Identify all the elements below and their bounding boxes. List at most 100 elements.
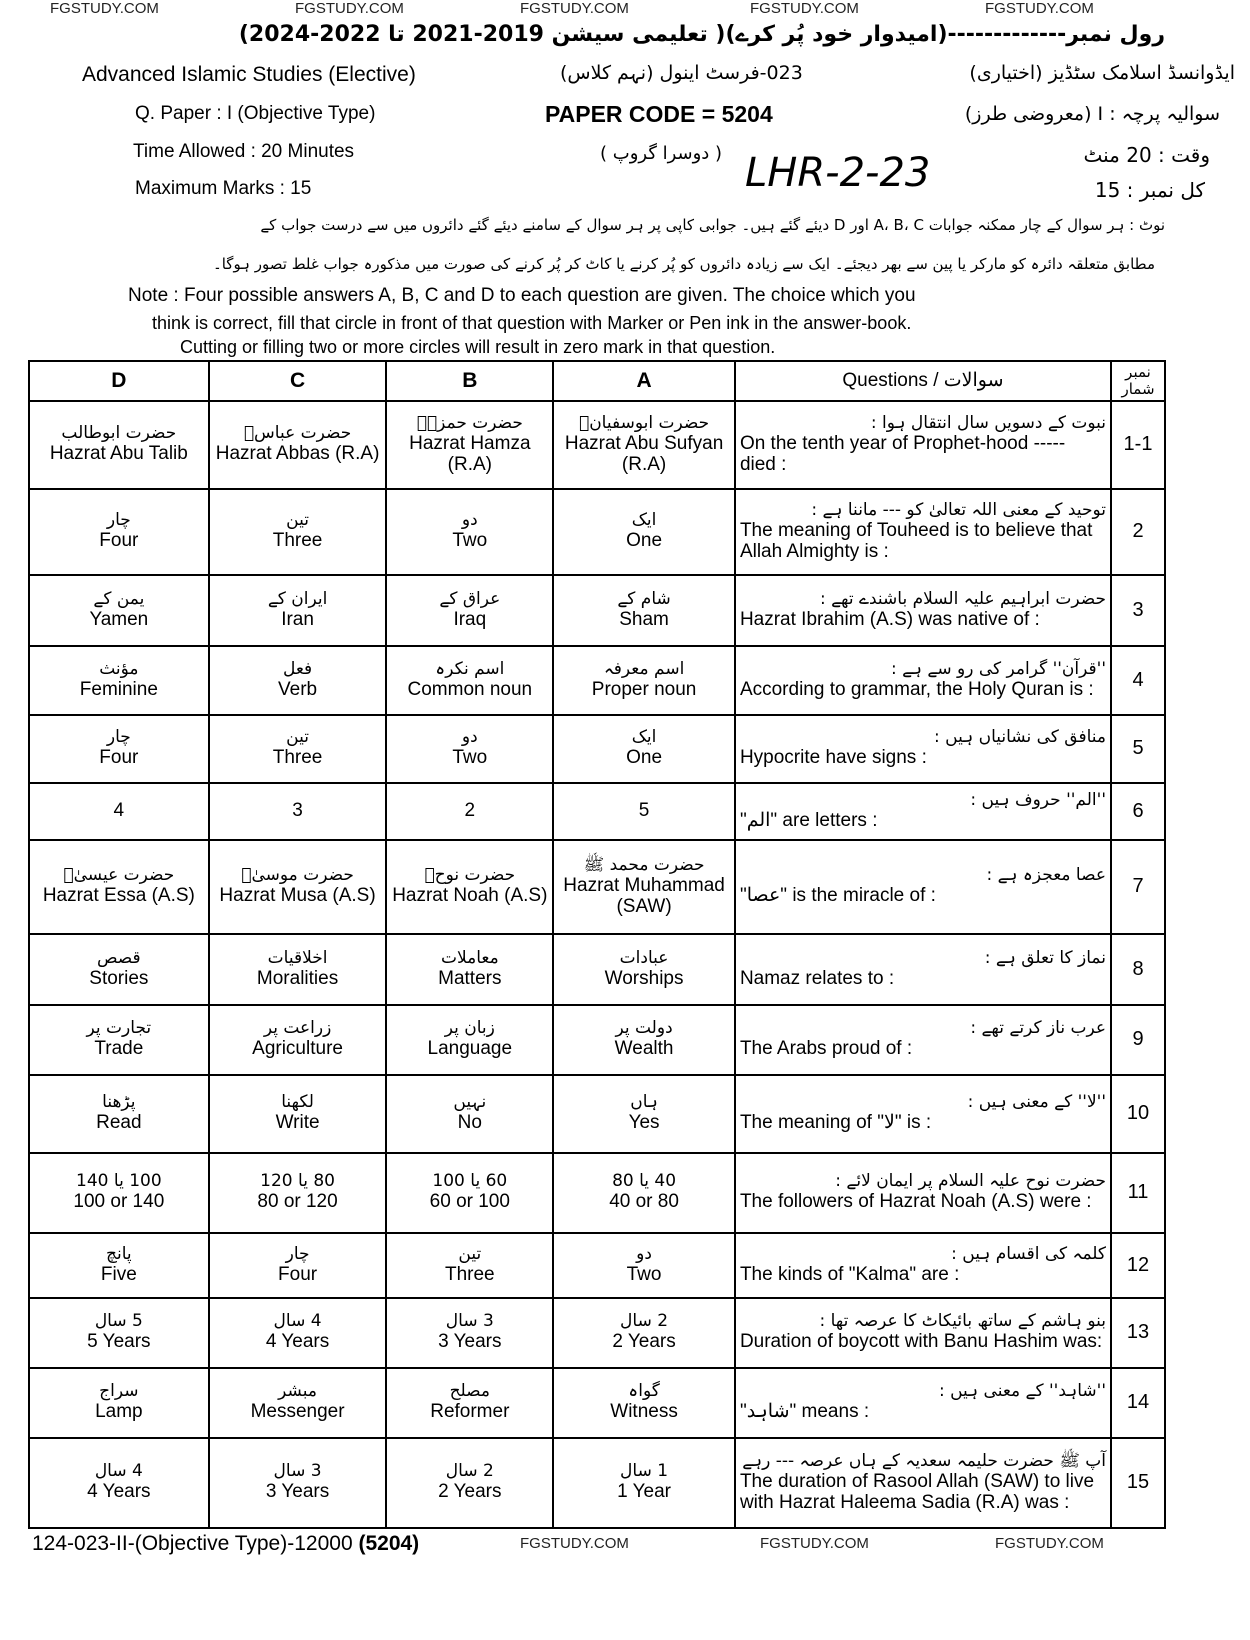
option-d-english: Lamp (95, 1401, 143, 1423)
option-c-urdu: 4 سال (273, 1311, 322, 1332)
option-c-english: Four (278, 1263, 318, 1285)
option-c: زراعت پر Agriculture (207, 1003, 388, 1076)
question-number: 3 (1110, 573, 1166, 647)
option-b-urdu: اسم نکرہ (435, 658, 505, 679)
option-a: عبادات Worships (552, 932, 736, 1006)
option-a: 5 (552, 781, 736, 841)
question-english: The Arabs proud of : (739, 1038, 913, 1060)
option-d: پڑھنا Read (28, 1073, 210, 1154)
option-c-english: 4 Years (265, 1331, 330, 1353)
option-a-english: Hazrat Abu Sufyan (R.A) (564, 432, 724, 476)
watermark: FGSTUDY.COM (760, 1535, 869, 1552)
option-b: نہیں No (385, 1073, 555, 1154)
question: عرب ناز کرتے تھے : The Arabs proud of : (733, 1003, 1113, 1076)
option-b-urdu: نہیں (453, 1092, 487, 1113)
marks-urdu: کل نمبر : 15 (1094, 178, 1205, 202)
option-c: تین Three (207, 713, 388, 784)
question-urdu: ''شاہد'' کے معنی ہیں : (938, 1381, 1106, 1402)
option-a: 40 یا 80 40 or 80 (552, 1151, 736, 1234)
question-urdu: توحید کے معنی اللہ تعالیٰ کو --- ماننا ہ… (811, 499, 1106, 520)
option-d-english: Feminine (79, 678, 158, 700)
option-b-urdu: حضرت نوحؑ (424, 865, 516, 886)
table-row: قصص Stories اخلاقیات Moralities معاملات Matte… (28, 932, 1166, 1006)
question-urdu: ''قرآن'' گرامر کی رو سے ہے : (890, 658, 1106, 679)
option-a-urdu: ایک (631, 727, 657, 748)
option-a-english: Wealth (614, 1038, 674, 1060)
option-b: حضرت حمزہؓ Hazrat Hamza (R.A) (385, 399, 555, 490)
option-d-english: 100 or 140 (73, 1191, 165, 1213)
question: حضرت ابراہیم علیہ السلام باشندے تھے : Haz… (733, 573, 1113, 647)
question-urdu: ''لا'' کے معنی ہیں : (967, 1092, 1106, 1113)
option-c-urdu: 3 سال (273, 1461, 322, 1482)
class-urdu: 023-فرسٹ اینول (نہم کلاس) (560, 62, 803, 84)
option-d: سراج Lamp (28, 1366, 210, 1439)
option-c-urdu: فعل (282, 658, 313, 679)
question-english: "الم" are letters : (739, 809, 878, 831)
question-english: The followers of Hazrat Noah (A.S) were … (739, 1191, 1092, 1213)
table-row: 4 سال 4 Years 3 سال 3 Years 2 سال 2 Years 1 سا… (28, 1436, 1166, 1529)
option-c: لکھنا Write (207, 1073, 388, 1154)
table-row: چار Four تین Three دو Two ایک One منافق کی نشانی… (28, 713, 1166, 784)
option-b: 2 (385, 781, 555, 841)
option-c-english: Moralities (256, 967, 339, 989)
table-row: سراج Lamp مبشر Messenger مصلح Reformer گواہ Wit… (28, 1366, 1166, 1439)
option-a: گواہ Witness (552, 1366, 736, 1439)
option-b-urdu: 3 سال (445, 1311, 494, 1332)
question-english: Hazrat Ibrahim (A.S) was native of : (739, 608, 1040, 630)
question-number: 12 (1110, 1231, 1166, 1299)
option-a-english: 40 or 80 (609, 1191, 679, 1213)
question-urdu: کلمہ کی اقسام ہیں : (951, 1243, 1106, 1264)
question: عصا معجزہ ہے : "عصا" is the miracle of : (733, 838, 1113, 935)
option-d: مؤنث Feminine (28, 644, 210, 716)
option-a-urdu: حضرت ابوسفیانؓ (579, 412, 710, 433)
question-number: 6 (1110, 781, 1166, 841)
option-a-english: Worships (604, 967, 684, 989)
watermark: FGSTUDY.COM (295, 0, 404, 17)
option-c-urdu: تین (286, 510, 309, 531)
question-urdu: نماز کا تعلق ہے : (984, 947, 1106, 968)
option-b-urdu: تین (458, 1243, 482, 1264)
option-c-english: Three (272, 747, 323, 769)
question-urdu: نبوت کے دسویں سال انتقال ہوا : (870, 412, 1106, 433)
question: نبوت کے دسویں سال انتقال ہوا : On the ten… (733, 399, 1113, 490)
option-c-urdu: حضرت موسیٰؑ (241, 865, 354, 886)
option-a: ہاں Yes (552, 1073, 736, 1154)
question-english: Namaz relates to : (739, 967, 895, 989)
watermark: FGSTUDY.COM (985, 0, 1094, 17)
option-a-urdu: گواہ (628, 1381, 660, 1402)
question: توحید کے معنی اللہ تعالیٰ کو --- ماننا ہ… (733, 487, 1113, 576)
option-d-urdu: 4 سال (94, 1461, 143, 1482)
question-english: The meaning of Touheed is to believe tha… (739, 519, 1093, 563)
option-d-english: Yamen (89, 608, 149, 630)
option-b-urdu: 2 سال (445, 1461, 494, 1482)
note-english-line-3: Cutting or filling two or more circles w… (180, 337, 776, 357)
paper-urdu: سوالیہ پرچہ : I (معروضی طرز) (964, 103, 1220, 125)
option-c: حضرت عباسؓ Hazrat Abbas (R.A) (207, 399, 388, 490)
question-english: The duration of Rasool Allah (SAW) to li… (739, 1470, 1095, 1514)
option-d-urdu: چار (106, 510, 131, 531)
paper-code: PAPER CODE = 5204 (545, 101, 773, 127)
watermark: FGSTUDY.COM (520, 0, 629, 17)
question-urdu: حضرت نوح علیہ السلام پر ایمان لائے : (835, 1171, 1106, 1192)
option-b-urdu: دو (461, 510, 478, 531)
question: حضرت نوح علیہ السلام پر ایمان لائے : The … (733, 1151, 1113, 1234)
option-c: مبشر Messenger (207, 1366, 388, 1439)
option-d-english: Read (96, 1112, 142, 1134)
option-c: چار Four (207, 1231, 388, 1299)
table-row: حضرت عیسیٰؑ Hazrat Essa (A.S) حضرت موسیٰؑ H… (28, 838, 1166, 935)
option-b: مصلح Reformer (385, 1366, 555, 1439)
question: ''الم'' حروف ہیں : "الم" are letters : (733, 781, 1113, 841)
option-c-english: Hazrat Abbas (R.A) (215, 443, 380, 465)
table-row: تجارت پر Trade زراعت پر Agriculture زبان پر L… (28, 1003, 1166, 1076)
option-d-urdu: قصص (96, 947, 141, 968)
header-number: نمبر شمار (1110, 360, 1166, 402)
time-allowed: Time Allowed : 20 Minutes (133, 141, 355, 162)
option-c-urdu: حضرت عباسؓ (243, 423, 352, 444)
option-d-english: 4 (113, 800, 125, 822)
question-number: 2 (1110, 487, 1166, 576)
footer-code-text: 124-023-II-(Objective Type)-12000 (32, 1532, 353, 1555)
question-urdu: حضرت ابراہیم علیہ السلام باشندے تھے : (819, 588, 1106, 609)
option-d: 4 سال 4 Years (28, 1436, 210, 1529)
table-row: 4 3 2 5 ''الم'' حروف ہیں : "الم" are letters … (28, 781, 1166, 841)
